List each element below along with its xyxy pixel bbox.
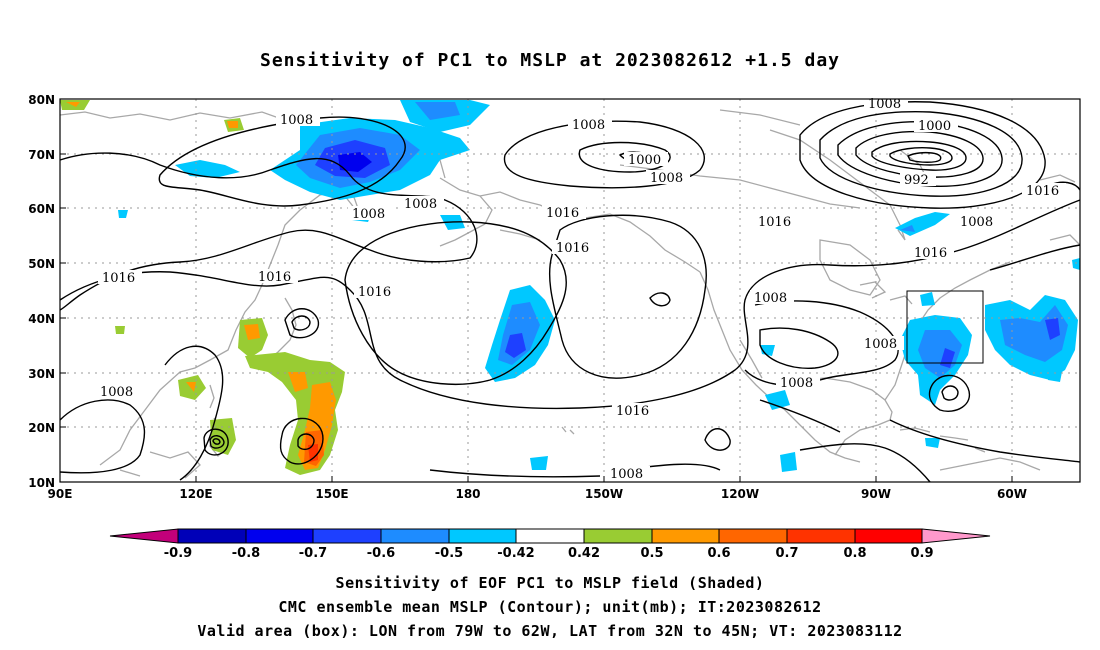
lat-tick-label: 60N: [28, 202, 55, 216]
lat-tick-label: 80N: [28, 93, 55, 107]
contour-label: 1016: [556, 241, 589, 256]
contour-labels: 1008 1008 1008 1008 1008 1000 1008 1016 …: [96, 96, 1066, 482]
contour-label: 1016: [758, 215, 791, 230]
colorbar-swatch: [177, 528, 247, 544]
colorbar-label: 0.8: [843, 546, 866, 561]
contour-label: 1016: [914, 246, 947, 261]
colorbar-swatch: [854, 528, 923, 544]
lat-tick-label: 30N: [28, 367, 55, 381]
lon-tick-label: 60W: [997, 487, 1027, 501]
contour-label: 1008: [864, 337, 897, 352]
colorbar-label: -0.5: [435, 546, 463, 561]
colorbar-swatch: [651, 528, 720, 544]
plot-frame: [59, 98, 1081, 483]
latitude-axis: 80N 70N 60N 50N 40N 30N 20N 10N: [28, 93, 66, 490]
contour-label: 1016: [358, 285, 391, 300]
contour-label: 1008: [960, 215, 993, 230]
contour-label: 1008: [352, 207, 385, 222]
lon-tick-label: 150E: [315, 487, 348, 501]
mslp-contours: [59, 101, 1081, 483]
lon-tick-label: 180: [455, 487, 480, 501]
contour-label: 992: [904, 173, 929, 188]
caption-contour: CMC ensemble mean MSLP (Contour); unit(m…: [278, 598, 822, 616]
contour-label: 1008: [868, 97, 901, 112]
contour-label: 1008: [100, 385, 133, 400]
contour-label: 1008: [650, 171, 683, 186]
contour-label: 1008: [754, 291, 787, 306]
longitude-axis: 90E 120E 150E 180 150W 120W 90W 60W: [48, 476, 1027, 501]
lon-tick-label: 150W: [585, 487, 623, 501]
colorbar-label: -0.6: [367, 546, 395, 561]
colorbar-label: 0.5: [640, 546, 663, 561]
gridlines: [60, 99, 1080, 482]
colorbar-label: 0.7: [775, 546, 798, 561]
colorbar-swatch: [109, 528, 179, 544]
colorbar-swatch: [448, 528, 517, 544]
contour-label: 1008: [280, 113, 313, 128]
contour-label: 1016: [102, 271, 135, 286]
contour-label: 1016: [546, 206, 579, 221]
colorbar-label: 0.9: [910, 546, 933, 561]
positive-anomaly-western-pacific: [60, 100, 345, 475]
contour-label: 1008: [610, 467, 643, 482]
colorbar-label: 0.42: [568, 546, 600, 561]
contour-label: 1016: [616, 404, 649, 419]
colorbar-swatch: [786, 528, 856, 544]
lon-tick-label: 90E: [48, 487, 73, 501]
contour-label: 1016: [1026, 184, 1059, 199]
figure-title: Sensitivity of PC1 to MSLP at 2023082612…: [259, 50, 840, 71]
contour-label: 1000: [918, 119, 951, 134]
colorbar-swatch: [583, 528, 653, 544]
lat-tick-label: 10N: [28, 476, 55, 490]
colorbar: -0.9 -0.8 -0.7 -0.6 -0.5 -0.42 0.42 0.5 …: [109, 528, 991, 561]
valid-area-box: [906, 290, 984, 364]
lat-tick-label: 50N: [28, 257, 55, 271]
contour-label: 1000: [628, 153, 661, 168]
contour-label: 1008: [780, 376, 813, 391]
lat-tick-label: 70N: [28, 148, 55, 162]
caption-valid-area: Valid area (box): LON from 79W to 62W, L…: [197, 622, 903, 640]
lat-tick-label: 40N: [28, 312, 55, 326]
colorbar-label: -0.8: [232, 546, 260, 561]
caption-shading: Sensitivity of EOF PC1 to MSLP field (Sh…: [335, 574, 765, 592]
colorbar-swatch: [718, 528, 788, 544]
colorbar-swatch: [515, 528, 585, 544]
colorbar-swatch: [312, 528, 382, 544]
lon-tick-label: 120W: [721, 487, 759, 501]
colorbar-swatch: [245, 528, 314, 544]
colorbar-label: -0.42: [497, 546, 534, 561]
lat-tick-label: 20N: [28, 421, 55, 435]
contour-label: 1016: [258, 270, 291, 285]
contour-label: 1008: [572, 118, 605, 133]
lon-tick-label: 90W: [861, 487, 891, 501]
lon-tick-label: 120E: [179, 487, 212, 501]
colorbar-label: 0.6: [707, 546, 730, 561]
scattered-small-patches: [118, 210, 1080, 472]
colorbar-label: -0.7: [299, 546, 327, 561]
sensitivity-shading: [60, 100, 1080, 475]
colorbar-swatch: [921, 528, 991, 544]
contour-label: 1008: [404, 197, 437, 212]
colorbar-swatch: [380, 528, 450, 544]
negative-anomaly-north-pacific: [175, 100, 490, 230]
colorbar-label: -0.9: [164, 546, 192, 561]
